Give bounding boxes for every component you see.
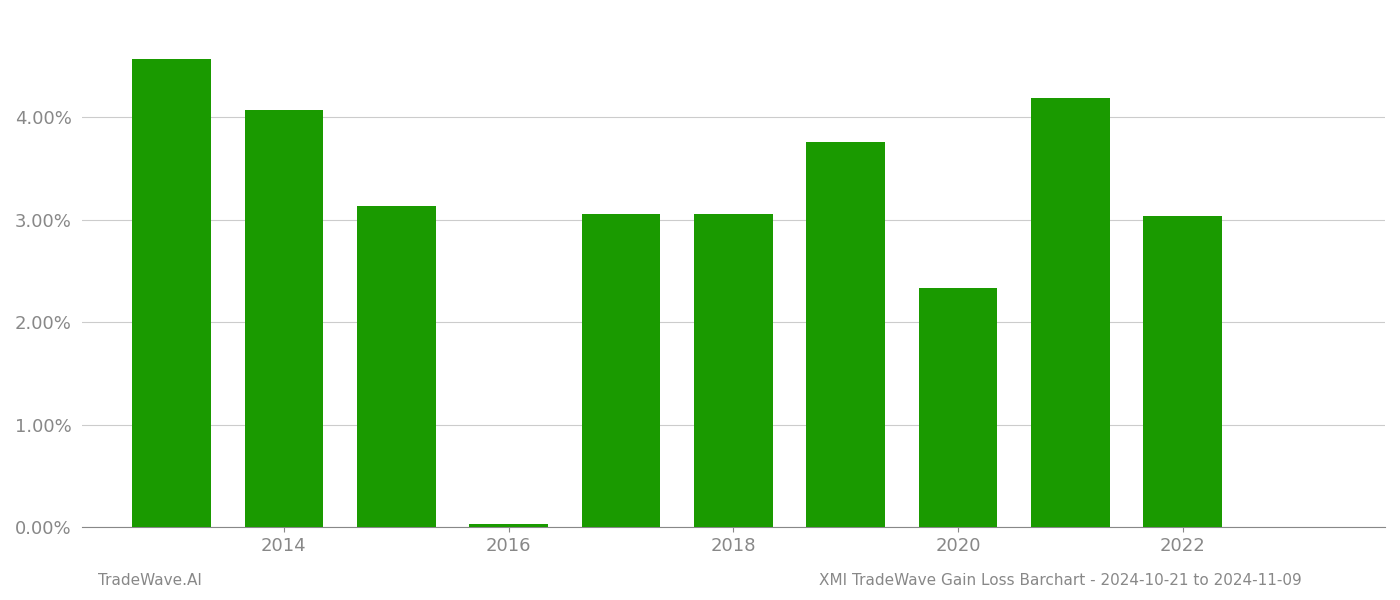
Bar	[581, 214, 661, 527]
Bar	[245, 110, 323, 527]
Bar	[132, 59, 211, 527]
Text: TradeWave.AI: TradeWave.AI	[98, 573, 202, 588]
Bar	[918, 287, 997, 527]
Text: XMI TradeWave Gain Loss Barchart - 2024-10-21 to 2024-11-09: XMI TradeWave Gain Loss Barchart - 2024-…	[819, 573, 1302, 588]
Bar	[1030, 98, 1110, 527]
Bar	[469, 524, 547, 527]
Bar	[694, 214, 773, 527]
Bar	[806, 142, 885, 527]
Bar	[357, 206, 435, 527]
Bar	[1144, 216, 1222, 527]
